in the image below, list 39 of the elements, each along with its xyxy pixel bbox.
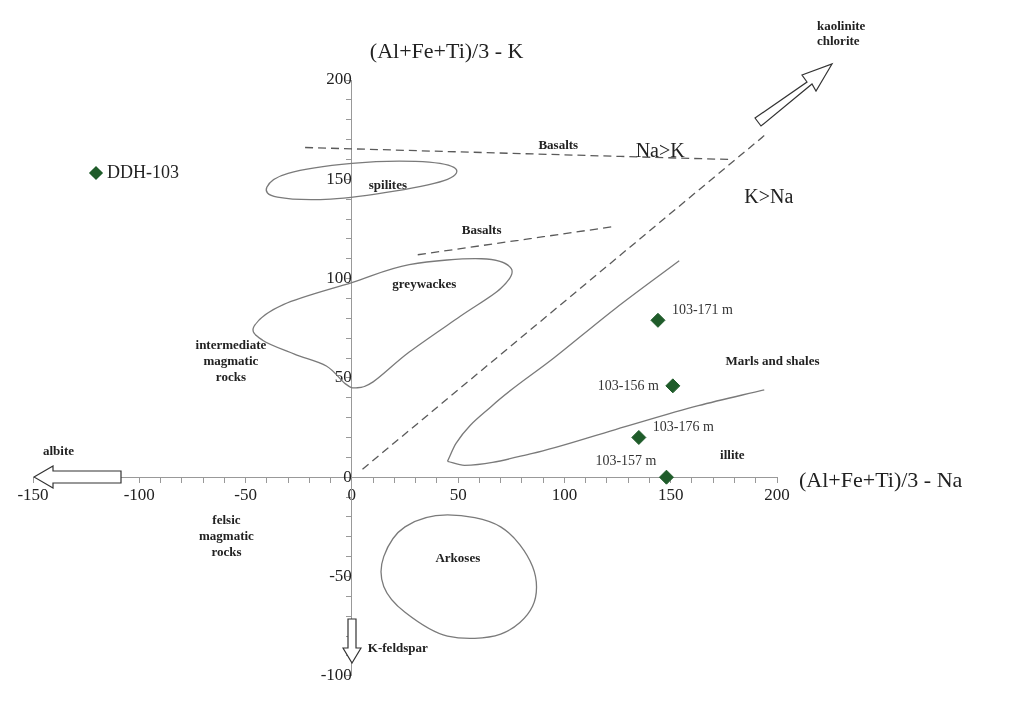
y-tick-label: 150 bbox=[326, 168, 352, 188]
point bbox=[650, 312, 666, 328]
annotation: K>Na bbox=[744, 184, 794, 207]
y-tick-label: -100 bbox=[320, 665, 352, 685]
annotation: spilites bbox=[368, 176, 408, 192]
data-label: 103-156 m bbox=[597, 377, 659, 393]
y-tick-label: 0 bbox=[343, 466, 352, 486]
x-tick-label: 200 bbox=[764, 484, 790, 504]
annotation: Basalts bbox=[461, 222, 502, 238]
point bbox=[631, 429, 647, 445]
x-axis-title: (Al+Fe+Ti)/3 - Na bbox=[799, 466, 963, 492]
x-tick-label: 50 bbox=[449, 484, 467, 504]
data-label: 103-171 m bbox=[671, 301, 734, 317]
annotation: illite bbox=[720, 446, 745, 462]
x-tick-label: -100 bbox=[123, 484, 155, 504]
annotation: Basalts bbox=[538, 136, 579, 152]
annotation: felsic magmatic rocks bbox=[199, 512, 255, 560]
annotation: Marls and shales bbox=[725, 353, 820, 369]
y-axis-title: (Al+Fe+Ti)/3 - K bbox=[369, 37, 524, 63]
data-label: 103-157 m bbox=[595, 452, 657, 468]
annotation: albite bbox=[43, 443, 75, 459]
y-tick-label: -50 bbox=[329, 565, 352, 585]
annotation: K-feldspar bbox=[367, 639, 428, 655]
point bbox=[665, 378, 681, 394]
annotation: intermediate magmatic rocks bbox=[195, 337, 267, 385]
text: kaolinite chlorite bbox=[817, 18, 866, 48]
legend-label: DDH-103 bbox=[107, 162, 179, 183]
annotation: greywackes bbox=[392, 275, 457, 291]
x-tick-label: 150 bbox=[657, 484, 684, 504]
y-tick-label: 100 bbox=[326, 268, 352, 288]
x-tick-label: -150 bbox=[17, 484, 49, 504]
y-tick-label: 200 bbox=[326, 69, 352, 89]
data-label: 103-176 m bbox=[652, 419, 714, 435]
annotation: Arkoses bbox=[435, 549, 481, 565]
x-tick-label: -50 bbox=[234, 484, 257, 504]
y-tick-label: 50 bbox=[334, 367, 352, 387]
point bbox=[658, 469, 674, 485]
x-tick-label: 100 bbox=[551, 484, 578, 504]
annotation: Na>K bbox=[635, 138, 686, 161]
